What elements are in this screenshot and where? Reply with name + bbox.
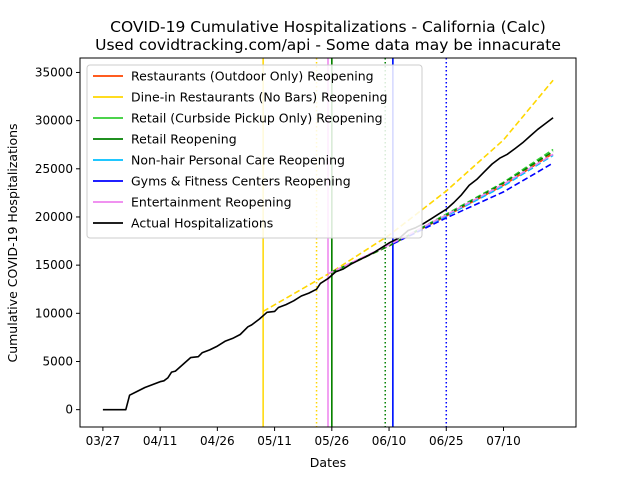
y-axis-label: Cumulative COVID-19 Hospitalizations — [5, 123, 20, 362]
x-tick-label-6: 06/25 — [429, 434, 464, 448]
legend-label-6: Entertainment Reopening — [131, 195, 292, 210]
y-axis-ticks: 0 5000 10000 15000 20000 25000 30000 35000 — [35, 65, 80, 417]
x-tick-label-5: 06/10 — [372, 434, 407, 448]
legend-label-0: Restaurants (Outdoor Only) Reopening — [131, 69, 374, 84]
y-tick-label-0: 0 — [65, 403, 73, 417]
legend: Restaurants (Outdoor Only) Reopening Dine… — [86, 64, 423, 239]
y-tick-label-7: 35000 — [35, 65, 73, 79]
y-tick-label-3: 15000 — [35, 258, 73, 272]
legend-box — [86, 64, 423, 239]
x-axis-label: Dates — [310, 455, 346, 470]
legend-label-7: Actual Hospitalizations — [131, 216, 273, 231]
actual-hospitalizations-line — [102, 117, 554, 411]
y-tick-label-5: 25000 — [35, 162, 73, 176]
y-tick-label-6: 30000 — [35, 114, 73, 128]
x-tick-label-0: 03/27 — [86, 434, 121, 448]
x-axis-ticks: 03/27 04/11 04/26 05/11 05/26 06/10 06/25 07/10 — [86, 427, 521, 448]
chart-subtitle: Used covidtracking.com/api - Some data m… — [95, 36, 561, 54]
legend-label-1: Dine-in Restaurants (No Bars) Reopening — [131, 90, 387, 105]
x-tick-label-2: 04/26 — [200, 434, 235, 448]
x-tick-label-4: 05/26 — [315, 434, 350, 448]
legend-label-5: Gyms & Fitness Centers Reopening — [131, 174, 351, 189]
chart-title: COVID-19 Cumulative Hospitalizations - C… — [110, 18, 546, 36]
plot-frame — [79, 57, 577, 428]
y-tick-label-1: 5000 — [42, 354, 73, 368]
x-tick-label-3: 05/11 — [257, 434, 292, 448]
y-tick-label-2: 10000 — [35, 306, 73, 320]
legend-label-4: Non-hair Personal Care Reopening — [131, 153, 345, 168]
y-tick-label-4: 20000 — [35, 210, 73, 224]
legend-label-2: Retail (Curbside Pickup Only) Reopening — [131, 111, 383, 126]
legend-label-3: Retail Reopening — [131, 132, 237, 147]
x-tick-label-1: 04/11 — [143, 434, 178, 448]
x-tick-label-7: 07/10 — [486, 434, 521, 448]
projection-line-6 — [327, 153, 554, 275]
